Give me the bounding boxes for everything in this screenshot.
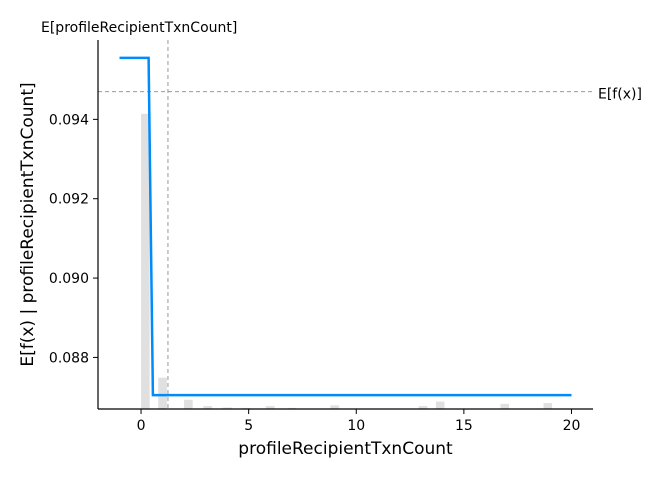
histogram-bar	[265, 406, 275, 409]
y-tick-label: 0.094	[49, 112, 89, 128]
histogram-bar	[203, 406, 213, 409]
y-tick-label: 0.090	[49, 271, 89, 287]
histogram-bar	[141, 113, 150, 410]
x-ticks: 0 5 10 15 20	[137, 409, 581, 434]
y-axis-label: E[f(x) | profileRecipientTxnCount]	[18, 82, 38, 366]
histogram-bar	[222, 407, 232, 409]
histogram-bar	[500, 403, 510, 409]
histogram-bar	[418, 406, 428, 409]
expected-value-label: E[f(x)]	[598, 87, 642, 103]
x-axis-label: profileRecipientTxnCount	[238, 439, 453, 459]
dependence-line	[119, 56, 572, 397]
histogram	[141, 113, 553, 410]
y-tick-label: 0.092	[49, 192, 89, 208]
histogram-bar	[543, 403, 553, 409]
expected-feature-label: E[profileRecipientTxnCount]	[41, 20, 237, 36]
y-tick-label: 0.088	[49, 350, 89, 366]
x-tick-label: 10	[347, 418, 365, 434]
y-ticks: 0.088 0.090 0.092 0.094	[49, 112, 98, 366]
x-tick-label: 0	[137, 418, 146, 434]
x-tick-label: 20	[563, 418, 581, 434]
histogram-bar	[435, 401, 445, 409]
x-tick-label: 5	[244, 418, 253, 434]
histogram-bar	[158, 377, 167, 409]
histogram-bar	[330, 405, 340, 409]
x-tick-label: 15	[455, 418, 473, 434]
histogram-bar	[184, 399, 193, 409]
